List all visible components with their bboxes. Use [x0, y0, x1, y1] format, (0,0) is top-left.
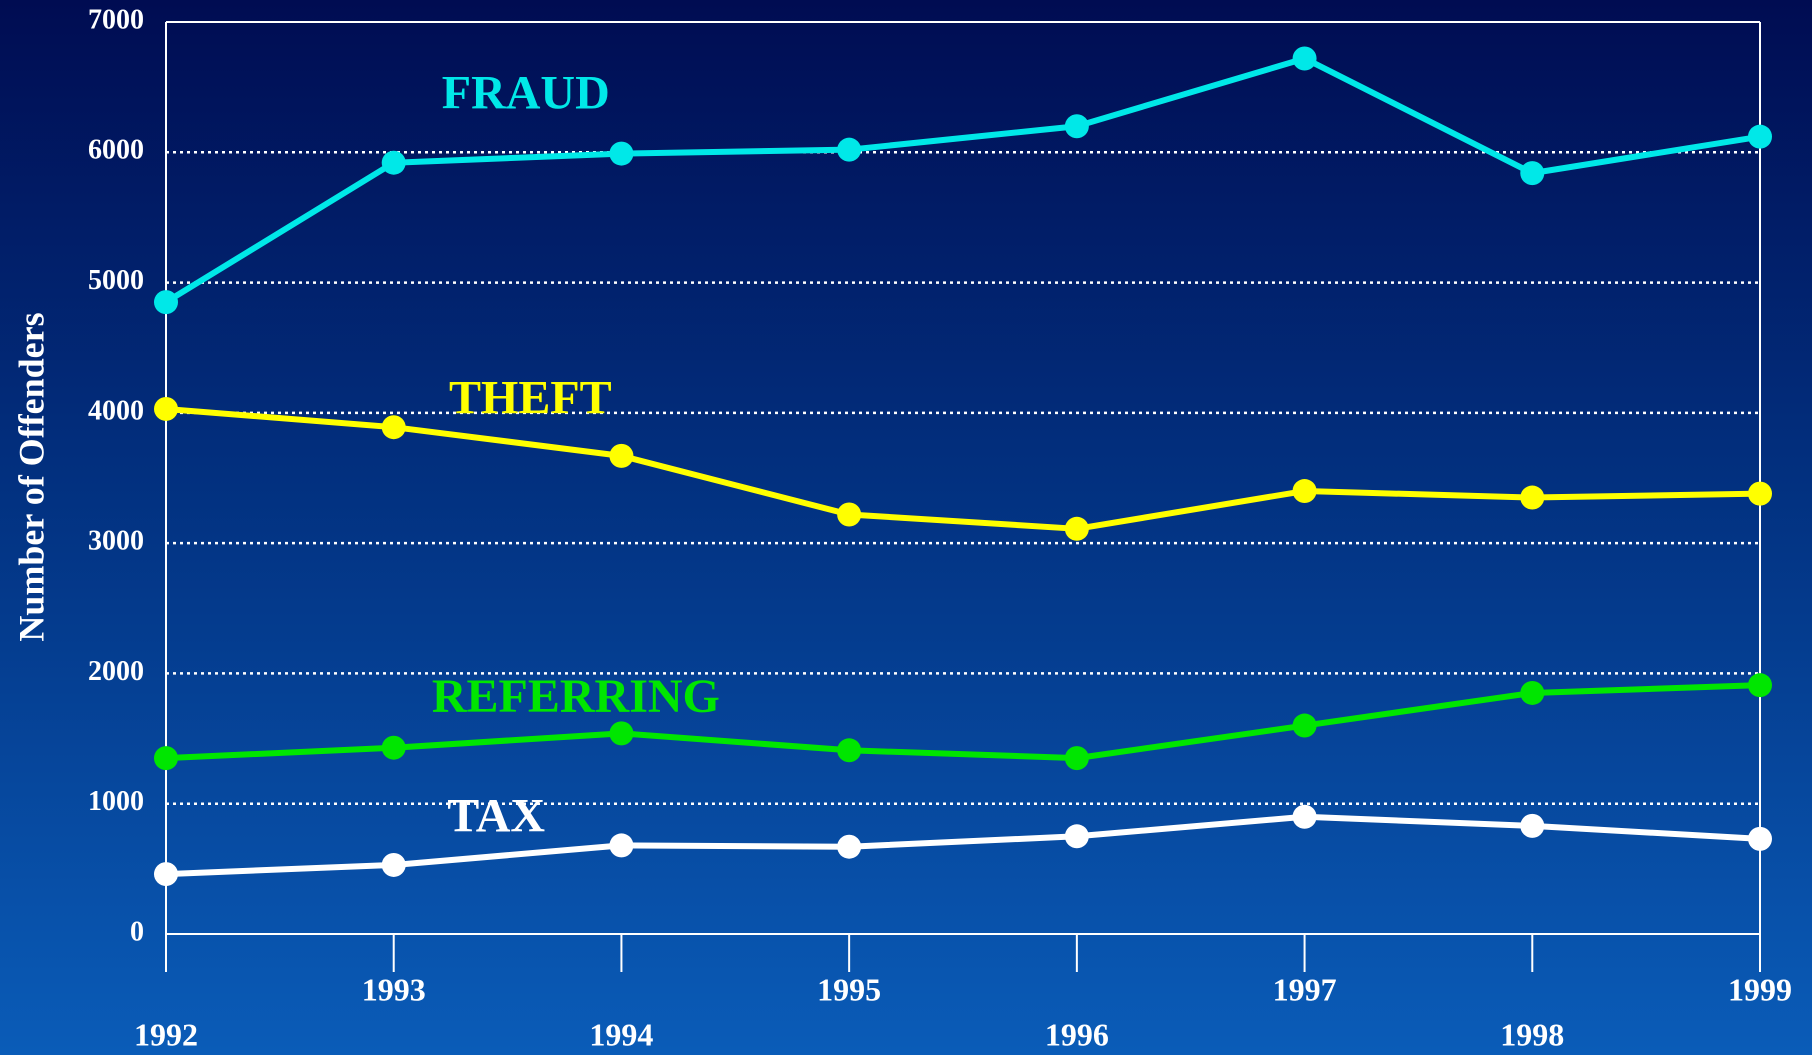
marker [1064, 516, 1089, 541]
marker [381, 150, 406, 175]
marker [1064, 114, 1089, 139]
marker [837, 834, 862, 859]
marker [1520, 485, 1545, 510]
marker [837, 137, 862, 162]
marker [1520, 680, 1545, 705]
line [165, 405, 1761, 532]
line [165, 813, 1761, 878]
series-label: FRAUD [442, 67, 610, 120]
y-axis-label: Number of Offenders [11, 312, 51, 641]
marker [1292, 46, 1317, 71]
marker [154, 290, 178, 315]
y-tick-label: 3000 [88, 526, 144, 557]
marker [1520, 813, 1545, 838]
marker [1748, 826, 1772, 851]
marker [381, 415, 406, 440]
y-tick-label: 6000 [88, 135, 144, 166]
marker [154, 862, 178, 887]
x-tick-label: 1992 [134, 1016, 198, 1052]
marker [1748, 481, 1772, 506]
x-tick-label: 1994 [589, 1016, 653, 1052]
series-label: THEFT [449, 371, 612, 424]
x-tick-label: 1993 [362, 971, 426, 1007]
line [164, 55, 1761, 305]
marker [1292, 804, 1317, 829]
marker [609, 833, 634, 858]
marker [609, 443, 634, 468]
marker [381, 735, 406, 760]
marker [837, 502, 862, 527]
marker [1748, 124, 1772, 149]
series-label: REFERRING [432, 670, 720, 723]
y-tick-label: 5000 [88, 265, 144, 296]
line [165, 682, 1761, 762]
x-tick-label: 1996 [1045, 1016, 1109, 1052]
x-tick-label: 1998 [1500, 1016, 1564, 1052]
series-label: TAX [447, 790, 545, 843]
marker [609, 721, 634, 746]
marker [154, 746, 178, 771]
x-tick-label: 1997 [1273, 971, 1337, 1007]
marker [154, 396, 178, 421]
y-tick-label: 1000 [88, 786, 144, 817]
marker [1292, 713, 1317, 738]
x-tick-label: 1995 [817, 971, 881, 1007]
x-tick-label: 1999 [1728, 971, 1792, 1007]
marker [1292, 479, 1317, 504]
y-tick-label: 4000 [88, 395, 144, 426]
y-tick-label: 7000 [88, 4, 144, 35]
y-tick-label: 2000 [88, 656, 144, 687]
marker [1064, 746, 1089, 771]
marker [381, 852, 406, 877]
marker [1064, 824, 1089, 849]
marker [837, 738, 862, 763]
marker [609, 141, 634, 166]
marker [1748, 673, 1772, 698]
marker [1520, 161, 1545, 186]
y-tick-label: 0 [130, 916, 144, 947]
